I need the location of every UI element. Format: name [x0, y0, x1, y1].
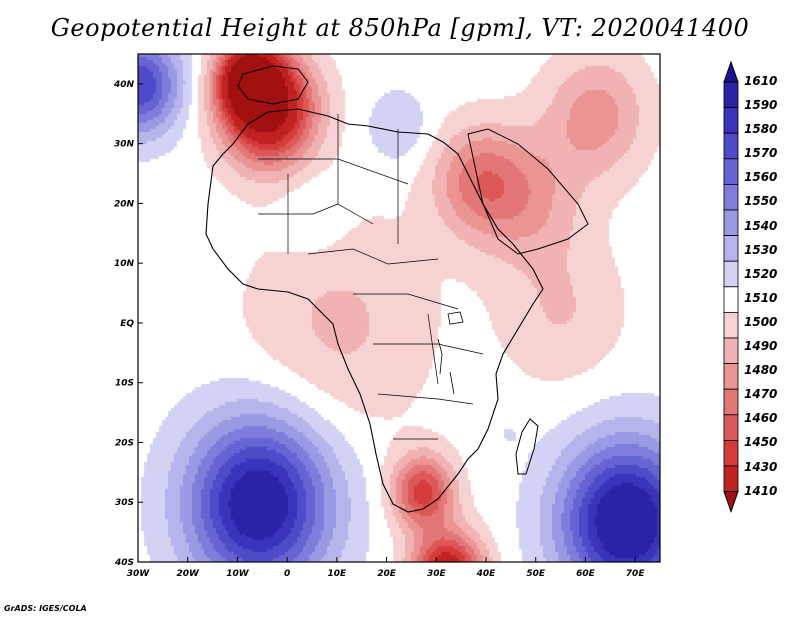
lat-tick-label: 40N [113, 80, 135, 90]
colorbar-label: 1470 [744, 387, 778, 402]
colorbar-label: 1590 [744, 98, 778, 113]
colorbar-label: 1540 [744, 218, 778, 233]
colorbar-bottom-arrow [723, 491, 739, 514]
lon-tick-label: 30W [127, 569, 151, 579]
colorbar-label: 1480 [744, 363, 778, 378]
colorbar-boxes [723, 60, 739, 514]
lake-victoria [447, 311, 464, 325]
colorbar-box [723, 158, 739, 185]
colorbar-box [723, 337, 739, 365]
lat-tick-label: 10N [114, 259, 135, 269]
colorbar-label: 1520 [744, 266, 778, 281]
colorbar-top-arrow [723, 60, 739, 83]
lon-tick-label: 60E [576, 569, 596, 579]
colorbar-box [723, 132, 739, 160]
colorbar-box [723, 465, 739, 493]
lon-tick-label: 40E [476, 569, 497, 579]
lat-tick-label: 40S [114, 558, 134, 568]
colorbar-label: 1550 [744, 194, 778, 209]
coastline-layer [205, 65, 589, 513]
lon-tick-label: 10E [328, 569, 348, 579]
colorbar-box [723, 439, 739, 467]
lon-tick-label: 20W [176, 569, 200, 579]
colorbar-label: 1460 [744, 411, 778, 426]
colorbar-label: 1500 [744, 314, 778, 329]
lat-tick-label: EQ [120, 319, 134, 329]
colorbar-box [723, 414, 739, 441]
colorbar-label: 1560 [744, 170, 778, 185]
lon-tick-label: 50E [526, 569, 546, 579]
madagascar-coastline [515, 418, 539, 475]
lon-tick-label: 0 [284, 569, 290, 579]
colorbar-label: 1450 [744, 435, 778, 450]
map-title: Geopotential Height at 850hPa [gpm], VT:… [50, 14, 750, 42]
lat-tick-label: 20N [114, 199, 135, 209]
lon-tick-label: 70E [626, 569, 646, 579]
lat-tick-label: 10S [115, 379, 134, 389]
lake-malawi [449, 371, 455, 395]
colorbar-label: 1510 [744, 290, 778, 305]
colorbar-box [723, 388, 739, 416]
colorbar-label: 1530 [744, 242, 778, 257]
colorbar-box [723, 235, 739, 262]
lat-tick-label: 30N [114, 140, 135, 150]
lon-tick-label: 10W [226, 569, 250, 579]
iberia-coastline [237, 65, 309, 105]
colorbar-box [723, 107, 739, 134]
colorbar-box [723, 209, 739, 237]
grads-credit: GrADS: IGES/COLA [4, 604, 87, 613]
colorbar-label: 1410 [744, 483, 778, 498]
colorbar-label: 1490 [744, 339, 778, 354]
lat-tick-label: 30S [115, 498, 134, 508]
lon-tick-label: 30E [427, 569, 447, 579]
colorbar-box [723, 286, 739, 313]
colorbar-box [723, 81, 739, 109]
lat-tick-label: 20S [115, 438, 134, 448]
arabia-coastline [467, 128, 589, 255]
colorbar-label: 1580 [744, 122, 778, 137]
colorbar-label: 1430 [744, 459, 778, 474]
colorbar-box [723, 311, 739, 339]
africa-coastline [205, 108, 544, 513]
colorbar-box [723, 183, 739, 211]
colorbar-box [723, 260, 739, 288]
country-borders [258, 114, 484, 440]
colorbar-box [723, 363, 739, 390]
colorbar-label: 1610 [744, 74, 778, 88]
lon-tick-label: 20E [377, 569, 397, 579]
colorbar-label: 1570 [744, 146, 778, 161]
